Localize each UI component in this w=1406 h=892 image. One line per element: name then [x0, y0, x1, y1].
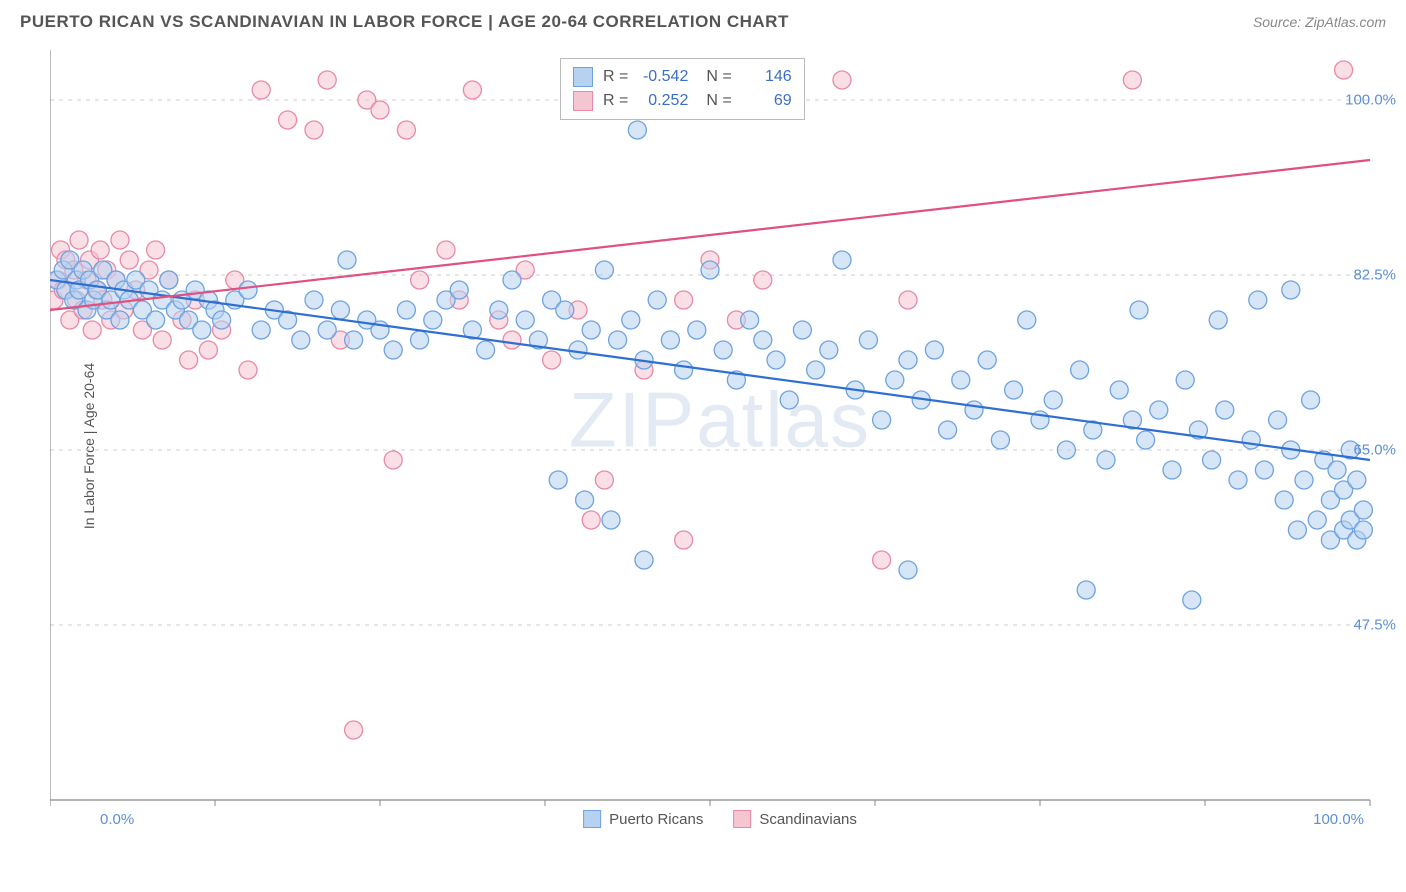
legend-label-pr: Puerto Ricans	[609, 811, 703, 828]
y-tick-label: 65.0%	[1353, 442, 1396, 459]
legend-label-sc: Scandinavians	[759, 811, 857, 828]
y-tick-label: 100.0%	[1345, 92, 1396, 109]
chart-area: ZIPatlas R = -0.542 N = 146 R = 0.252 N …	[50, 50, 1390, 820]
source-label: Source: ZipAtlas.com	[1253, 14, 1386, 30]
y-tick-label: 47.5%	[1353, 617, 1396, 634]
n-value-sc: 69	[742, 89, 792, 113]
chart-title: PUERTO RICAN VS SCANDINAVIAN IN LABOR FO…	[20, 12, 789, 32]
n-value-pr: 146	[742, 65, 792, 89]
scatter-chart-svg	[50, 50, 1390, 820]
legend-swatch-pr	[583, 810, 601, 828]
correlation-stats-box: R = -0.542 N = 146 R = 0.252 N = 69	[560, 58, 805, 120]
r-label: R =	[603, 65, 628, 89]
r-value-pr: -0.542	[638, 65, 688, 89]
x-axis-max-label: 100.0%	[1313, 811, 1364, 828]
stats-swatch-sc	[573, 91, 593, 111]
stats-swatch-pr	[573, 67, 593, 87]
legend-item-pr: Puerto Ricans	[583, 810, 703, 828]
stats-row-pr: R = -0.542 N = 146	[573, 65, 792, 89]
stats-row-sc: R = 0.252 N = 69	[573, 89, 792, 113]
bottom-legend: Puerto Ricans Scandinavians	[583, 810, 857, 828]
y-tick-label: 82.5%	[1353, 267, 1396, 284]
legend-item-sc: Scandinavians	[733, 810, 857, 828]
n-label: N =	[706, 89, 731, 113]
n-label: N =	[706, 65, 731, 89]
x-axis-min-label: 0.0%	[100, 811, 134, 828]
r-label: R =	[603, 89, 628, 113]
legend-swatch-sc	[733, 810, 751, 828]
r-value-sc: 0.252	[638, 89, 688, 113]
